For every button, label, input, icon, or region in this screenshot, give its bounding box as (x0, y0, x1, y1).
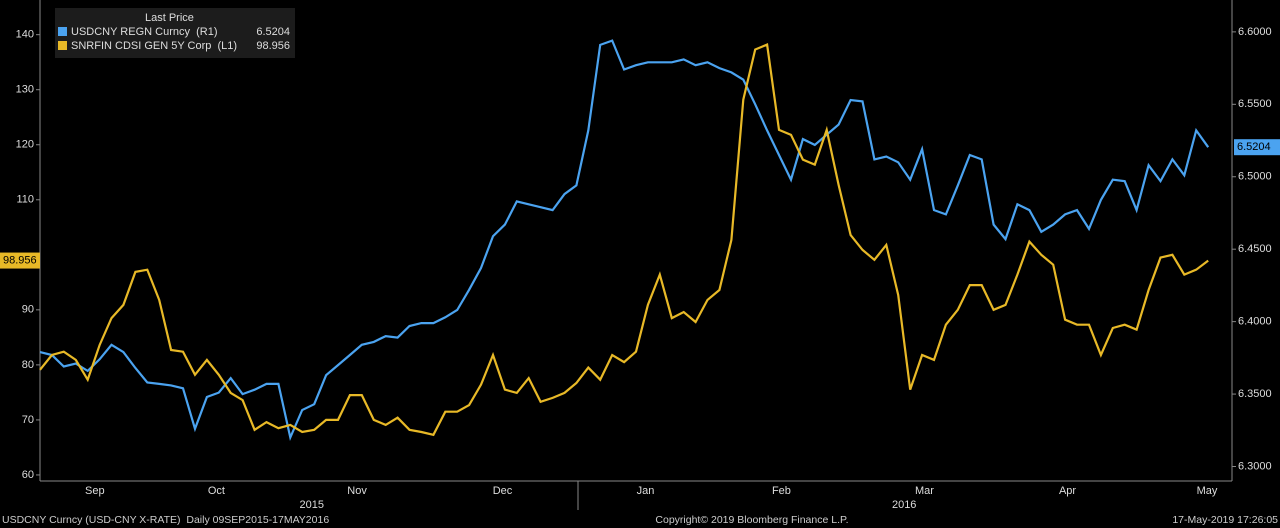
y-tick-label: 60 (22, 469, 34, 481)
legend (55, 8, 295, 58)
y2-tick-label: 6.5000 (1238, 171, 1272, 183)
x-tick-label: Sep (85, 485, 105, 497)
y2-tick-label: 6.4000 (1238, 316, 1272, 328)
footer-center: Copyright© 2019 Bloomberg Finance L.P. (655, 514, 848, 526)
y2-tick-label: 6.4500 (1238, 243, 1272, 255)
legend-swatch (58, 41, 67, 50)
series-line (39, 43, 1209, 437)
x-tick-label: Apr (1059, 485, 1076, 497)
year-label: 2016 (892, 499, 916, 511)
legend-value: 6.5204 (256, 26, 290, 38)
x-tick-label: Mar (915, 485, 934, 497)
legend-value: 98.956 (256, 40, 290, 52)
y2-tick-label: 6.6000 (1238, 26, 1272, 38)
last-value-box (1234, 139, 1280, 156)
y-tick-label: 130 (16, 84, 34, 96)
y-tick-label: 80 (22, 359, 34, 371)
last-value-label: 98.956 (3, 254, 37, 266)
legend-title: Last Price (145, 12, 194, 24)
x-tick-label: May (1197, 485, 1218, 497)
y-tick-label: 90 (22, 304, 34, 316)
x-tick-label: Dec (493, 485, 513, 497)
x-tick-label: Jan (637, 485, 655, 497)
footer-right: 17-May-2019 17:26:05 (1172, 514, 1278, 526)
y2-tick-label: 6.5500 (1238, 98, 1272, 110)
last-value-box (0, 252, 40, 269)
footer-left: USDCNY Curncy (USD-CNY X-RATE) Daily 09S… (2, 514, 329, 526)
y-tick-label: 120 (16, 139, 34, 151)
series-line (39, 39, 1210, 442)
y-tick-label: 70 (22, 414, 34, 426)
legend-label: SNRFIN CDSI GEN 5Y Corp (L1) (71, 40, 237, 52)
last-value-label: 6.5204 (1237, 141, 1271, 153)
y-tick-label: 140 (16, 29, 34, 41)
year-label: 2015 (300, 499, 324, 511)
plot (39, 39, 1210, 442)
x-tick-label: Feb (772, 485, 791, 497)
legend-swatch (58, 27, 67, 36)
y2-tick-label: 6.3500 (1238, 388, 1272, 400)
y2-tick-label: 6.3000 (1238, 460, 1272, 472)
y-tick-label: 110 (16, 194, 34, 206)
legend-label: USDCNY REGN Curncy (R1) (71, 26, 218, 38)
x-tick-label: Nov (347, 485, 367, 497)
x-tick-label: Oct (208, 485, 225, 497)
